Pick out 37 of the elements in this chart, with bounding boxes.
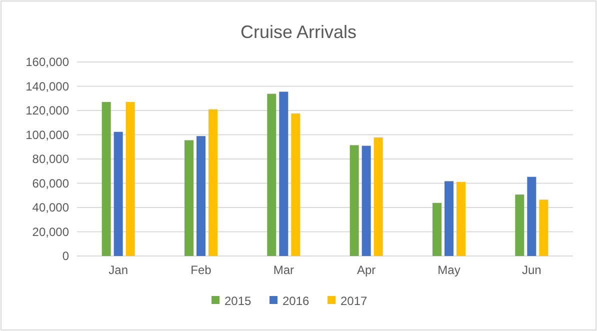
y-tick-label: 40,000 [32, 200, 70, 215]
y-tick-label: 20,000 [32, 224, 70, 239]
y-tick-label: 140,000 [26, 79, 70, 94]
bar [456, 182, 466, 256]
x-tick-label: May [438, 263, 460, 277]
y-tick-label: 100,000 [26, 128, 70, 142]
bar [184, 140, 194, 256]
bar [515, 194, 524, 256]
x-tick-label: Jun [522, 263, 542, 277]
bar [350, 145, 359, 256]
y-tick-label: 0 [62, 249, 70, 264]
bar [432, 202, 442, 256]
bar [291, 113, 300, 256]
bar [279, 92, 288, 256]
chart-title: Cruise Arrivals [240, 22, 357, 42]
x-tick-label: Jan [108, 263, 128, 277]
legend-label: 2015 [224, 294, 252, 308]
bar [267, 94, 276, 256]
x-tick-label: Apr [356, 263, 376, 277]
legend-label: 2017 [340, 294, 368, 308]
bar [374, 137, 383, 256]
bar [126, 102, 135, 256]
bar [527, 176, 536, 256]
x-tick-label: Mar [273, 263, 294, 277]
legend-label: 2016 [282, 294, 310, 308]
bar [114, 132, 123, 256]
bar [208, 109, 218, 256]
y-tick-label: 120,000 [26, 104, 70, 118]
bar [444, 181, 454, 256]
y-tick-label: 60,000 [32, 176, 70, 190]
bar [102, 102, 111, 256]
bar [362, 146, 371, 256]
bar [539, 200, 548, 256]
x-tick-label: Feb [190, 263, 212, 277]
y-tick-label: 80,000 [32, 152, 70, 166]
bar [196, 136, 206, 256]
y-tick-label: 160,000 [26, 55, 70, 70]
